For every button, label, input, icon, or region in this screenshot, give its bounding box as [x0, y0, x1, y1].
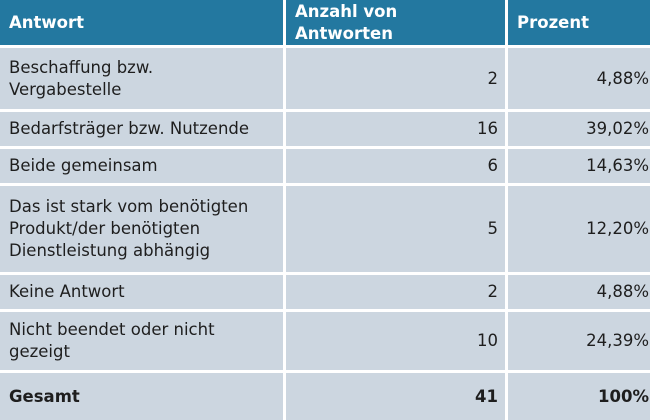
row-1-answer: Beschaffung bzw. Vergabestelle	[0, 48, 283, 109]
total-count: 41	[286, 373, 505, 420]
row-5-percent: 4,88%	[508, 275, 650, 309]
header-percent: Prozent	[508, 0, 650, 45]
total-label: Gesamt	[0, 373, 283, 420]
row-4-percent: 12,20%	[508, 186, 650, 272]
row-3-percent: 14,63%	[508, 149, 650, 183]
header-answer: Antwort	[0, 0, 283, 45]
row-4-answer: Das ist stark vom benötigten Produkt/der…	[0, 186, 283, 272]
row-6-answer: Nicht beendet oder nicht gezeigt	[0, 312, 283, 370]
row-3-count: 6	[286, 149, 505, 183]
header-count: Anzahl von Antworten	[286, 0, 505, 45]
row-6-count: 10	[286, 312, 505, 370]
row-4-count: 5	[286, 186, 505, 272]
row-6-percent: 24,39%	[508, 312, 650, 370]
row-1-percent: 4,88%	[508, 48, 650, 109]
row-5-count: 2	[286, 275, 505, 309]
row-3-answer: Beide gemeinsam	[0, 149, 283, 183]
row-1-count: 2	[286, 48, 505, 109]
total-percent: 100%	[508, 373, 650, 420]
row-2-answer: Bedarfsträger bzw. Nutzende	[0, 112, 283, 146]
row-2-count: 16	[286, 112, 505, 146]
row-2-percent: 39,02%	[508, 112, 650, 146]
row-5-answer: Keine Antwort	[0, 275, 283, 309]
